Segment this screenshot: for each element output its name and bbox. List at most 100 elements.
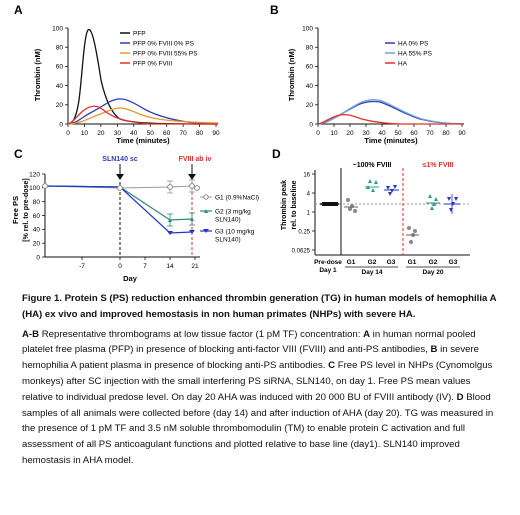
xsub-day1: Day 1	[319, 267, 337, 274]
panel-c: C Free PS [% rel. to pre-dose] 0 20 40 60 80…	[11, 147, 259, 283]
panel-d-ytick-label: 0.0625	[292, 248, 311, 254]
panel-a-ylabel: Thrombin (nM)	[33, 48, 42, 101]
panel-a-xtick-label: 80	[196, 130, 204, 137]
panel-a-letter: A	[14, 3, 23, 17]
panel-a-xtick-label: 50	[147, 130, 155, 137]
panel-d-ytick-label: 16	[303, 172, 310, 178]
panel-a-xtick-label: 0	[66, 130, 70, 137]
panel-a-xtick-label: 20	[97, 130, 105, 137]
panel-a-legend: PFP PFP 0% FVIII 0% PS PFP 0% FVIII 55% …	[120, 31, 198, 68]
panel-b-xtick-label: 90	[458, 130, 466, 137]
caption-ref-d: D	[456, 391, 464, 403]
d14-g2-points	[365, 179, 379, 192]
panel-b-curve-55ps	[317, 98, 465, 125]
panel-d-letter: D	[272, 147, 281, 161]
legend-ha-0ps: HA 0% PS	[398, 41, 429, 48]
panel-b-ytick-label: 40	[306, 83, 314, 90]
legend-g3-line1: G3 (10 mg/kg	[215, 229, 255, 236]
panel-a: A Thrombin (nM) 0 20 40 60 80 100 0 10 20 30 40 50…	[14, 3, 220, 145]
figure-caption: Figure 1. Protein S (PS) reduction enhan…	[22, 291, 500, 469]
panel-a-xtick-label: 60	[163, 130, 171, 137]
panel-c-xtick-label: 14	[166, 263, 174, 270]
panel-c-ytick-label: 80	[33, 199, 41, 206]
panel-c-xticks: -7 0 7 14 21	[79, 257, 199, 270]
panel-b-xtick-label: 10	[330, 130, 338, 137]
panel-a-xlabel: Time (minutes)	[116, 136, 170, 145]
caption-ref-c: C	[328, 360, 336, 372]
panel-b-ytick-label: 0	[309, 121, 313, 128]
legend-g2-line1: G2 (3 mg/kg	[215, 209, 251, 216]
legend-g2-line2: SLN140)	[215, 217, 241, 224]
panel-c-ytick-label: 20	[33, 240, 41, 247]
panel-a-ytick-label: 60	[56, 64, 64, 71]
panel-b-xtick-label: 40	[378, 130, 386, 137]
panel-a-ytick-label: 0	[59, 121, 63, 128]
xcat-d14-g3: G3	[387, 259, 396, 266]
panel-b-xticks: 0 10 20 30 40 50 60 70 80 90	[316, 124, 466, 137]
legend-pfp-0fviii-0ps: PFP 0% FVIII 0% PS	[133, 41, 195, 48]
caption-text-2: in human normal pooled platelet free pla…	[22, 328, 476, 356]
predose-points	[320, 202, 339, 206]
panel-b-ytick-label: 80	[306, 45, 314, 52]
panel-b-ytick-label: 20	[306, 102, 314, 109]
panel-b-xtick-label: 80	[442, 130, 450, 137]
d14-g1-points	[344, 198, 358, 213]
caption-ref-b: B	[430, 344, 438, 356]
legend-pfp-0fviii-55ps: PFP 0% FVIII 55% PS	[133, 51, 198, 58]
g2-markers	[168, 217, 194, 222]
group-1-fviii: ≤1% FVIII	[423, 162, 454, 169]
panel-b-xtick-label: 30	[362, 130, 370, 137]
d20-g2-points	[426, 194, 440, 210]
panel-b-letter: B	[270, 3, 279, 17]
panel-a-xticks: 0 10 20 30 40 50 60 70 80 90	[66, 124, 220, 137]
caption-title: Figure 1. Protein S (PS) reduction enhan…	[22, 293, 497, 320]
arrow-iv-icon	[188, 174, 196, 180]
legend-g1: G1 (0.9%NaCl)	[215, 195, 259, 202]
panel-b-ylabel: Thrombin (nM)	[287, 48, 296, 101]
panel-b-yticks: 0 20 40 60 80 100	[302, 25, 318, 128]
panel-c-ylabel-1: Free PS	[11, 196, 20, 224]
panel-b-legend: HA 0% PS HA 55% PS HA	[385, 41, 433, 68]
panel-a-ytick-label: 100	[52, 25, 63, 32]
arrow-sc-icon	[116, 174, 124, 180]
panel-d-ytick-label: 0.25	[298, 229, 310, 235]
panel-a-ytick-label: 20	[56, 102, 64, 109]
xsub-day14: Day 14	[362, 269, 383, 276]
panel-a-yticks: 0 20 40 60 80 100	[52, 25, 68, 128]
panel-b-xlabel: Time (minutes)	[364, 136, 418, 145]
panel-b-curve-ha	[317, 113, 464, 125]
panel-d-ylabel-2: rel. to baseline	[291, 180, 298, 229]
panel-a-curve-0ps	[67, 98, 219, 125]
panel-c-ylabel-2: [% rel. to pre-dose]	[23, 178, 30, 241]
legend-pfp: PFP	[133, 31, 146, 38]
panel-a-curve-55ps	[67, 107, 219, 125]
xcat-d20-g2: G2	[429, 259, 438, 266]
panel-b-xtick-label: 0	[316, 130, 320, 137]
xcat-d20-g3: G3	[449, 259, 458, 266]
group-100-fviii: ~100% FVIII	[353, 162, 392, 169]
panel-c-ytick-label: 60	[33, 213, 41, 220]
panel-a-ytick-label: 80	[56, 45, 64, 52]
xcat-predose: Pre-dose	[314, 259, 342, 266]
panel-d-yticks: 0.0625 0.25 1 4 16	[292, 172, 315, 254]
xcat-d14-g1: G1	[347, 259, 356, 266]
panel-b-ytick-label: 60	[306, 64, 314, 71]
panel-d-ylabel-1: Thrombin peak	[281, 180, 288, 230]
panel-a-xtick-label: 70	[179, 130, 187, 137]
panel-a-curve-0fviii	[67, 105, 218, 125]
xcat-d14-g2: G2	[368, 259, 377, 266]
annot-sln140-sc: SLN140 sc	[102, 156, 138, 163]
g1-markers	[42, 183, 200, 191]
panel-d-ytick-label: 4	[307, 191, 311, 197]
caption-body: A-B Representative thrombograms at low t…	[22, 327, 500, 469]
panel-a-ytick-label: 40	[56, 83, 64, 90]
panel-b-xtick-label: 60	[410, 130, 418, 137]
panel-c-ytick-label: 120	[29, 171, 40, 178]
panel-d: D Thrombin peak rel. to baseline 0.0625 0…	[272, 147, 470, 276]
d20-g1-points	[406, 226, 419, 244]
legend-g3-line2: SLN140)	[215, 237, 241, 244]
caption-text-5: Blood samples of all animals were collec…	[22, 391, 494, 466]
caption-text-4: Free PS level in NHPs (Cynomolgus monkey…	[22, 360, 493, 403]
d14-g3-points	[384, 185, 399, 196]
